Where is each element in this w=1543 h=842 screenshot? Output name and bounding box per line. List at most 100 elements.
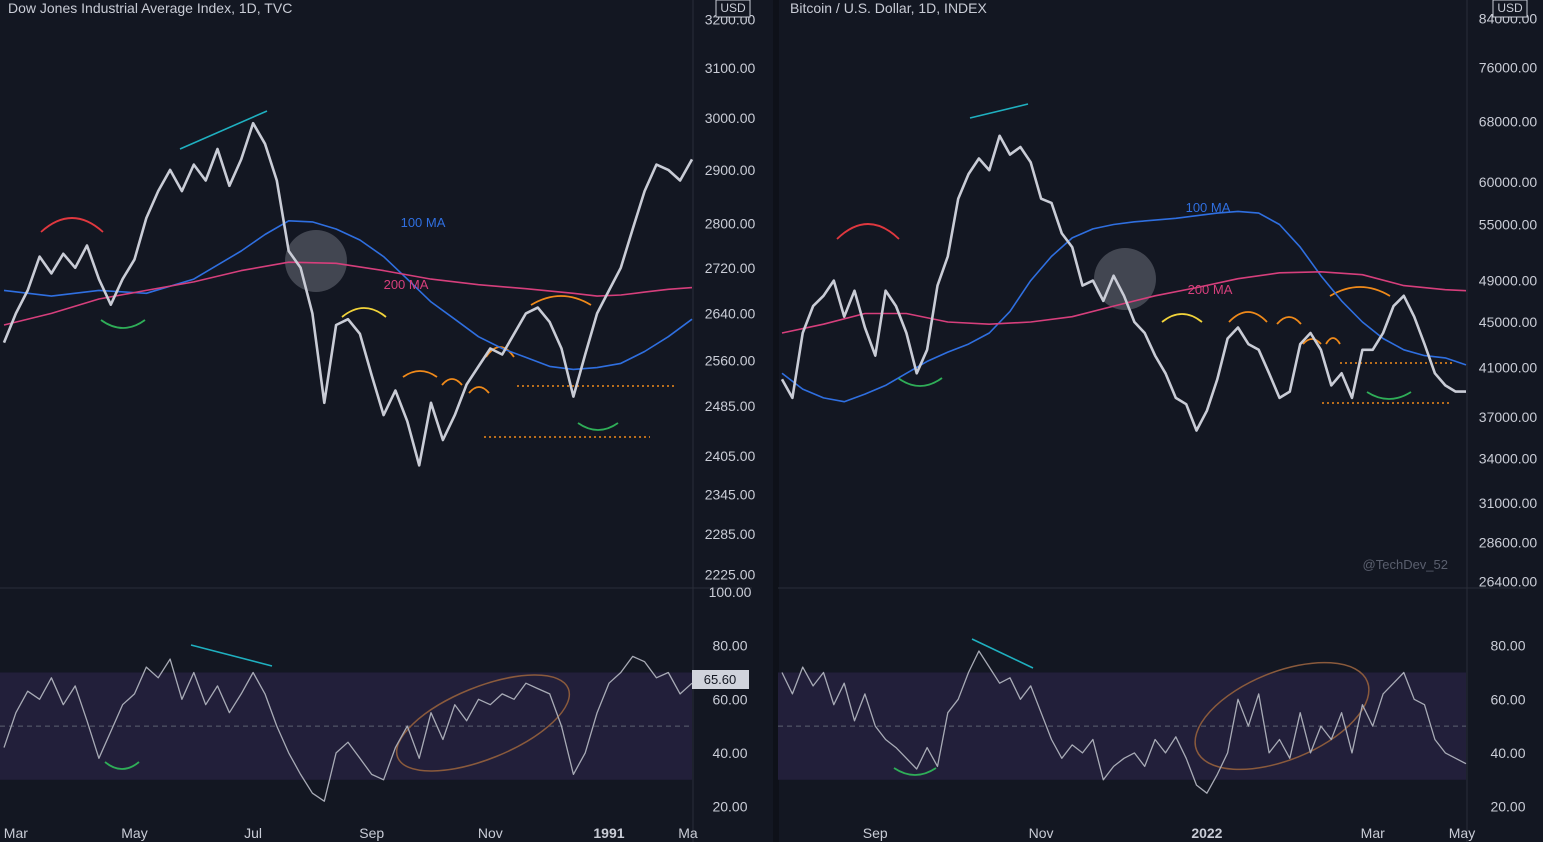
dow-price-tick: 2405.00: [705, 448, 756, 464]
dow-ma100-line: [3, 220, 693, 371]
btc-currency-label: USD: [1497, 1, 1523, 15]
dow-arc-yellow: [341, 307, 387, 318]
dow-time-tick: May: [121, 825, 147, 841]
btc-rsi-axis[interactable]: 80.00 60.00 40.00 20.00: [1490, 638, 1525, 815]
btc-time-tick: Nov: [1029, 825, 1054, 841]
dow-rsi-tick: 60.00: [712, 691, 747, 707]
dow-rsi-arc-green: [104, 761, 140, 770]
dow-price-tick: 2345.00: [705, 486, 756, 502]
dow-price-tick: 2640.00: [705, 305, 756, 321]
btc-chart-title: Bitcoin / U.S. Dollar, 1D, INDEX: [790, 0, 988, 16]
btc-series: [780, 134, 1467, 432]
btc-price-tick: 31000.00: [1479, 495, 1538, 511]
btc-price-tick: 55000.00: [1479, 216, 1538, 232]
btc-arc-green-2: [1366, 391, 1412, 400]
dow-price-line: [2, 121, 694, 467]
dow-chart-panel[interactable]: 3200.003100.003000.002900.002800.002720.…: [0, 0, 756, 842]
btc-time-tick: Mar: [1361, 825, 1385, 841]
dow-time-tick: Jul: [244, 825, 262, 841]
dow-rsi-tick: 80.00: [712, 638, 747, 654]
btc-price-tick: 26400.00: [1479, 573, 1538, 589]
dow-time-tick: Mar: [4, 825, 28, 841]
btc-rsi-tick: 40.00: [1490, 745, 1525, 761]
dow-rsi-ellipse: [395, 674, 571, 772]
btc-ma100-label: 100 MA: [1186, 200, 1231, 215]
dow-price-tick: 3100.00: [705, 60, 756, 76]
btc-rsi-tick: 20.00: [1490, 799, 1525, 815]
btc-price-tick: 41000.00: [1479, 359, 1538, 375]
dow-rsi-tick: 40.00: [712, 745, 747, 761]
dow-rsi-tick: 100.00: [709, 584, 752, 600]
btc-price-tick: 60000.00: [1479, 174, 1538, 190]
dow-rsi: [3, 655, 693, 802]
dow-ma200-line: [3, 261, 693, 326]
dow-price-tick: 2900.00: [705, 162, 756, 178]
dow-arc-green: [100, 319, 146, 329]
dow-arc-orange-1: [402, 370, 438, 378]
dow-divergence-line: [179, 110, 268, 150]
btc-time-axis[interactable]: Sep Nov 2022 Mar May: [863, 825, 1475, 841]
btc-price-tick: 37000.00: [1479, 409, 1538, 425]
btc-price-tick: 28600.00: [1479, 534, 1538, 550]
dow-currency-label: USD: [720, 1, 746, 15]
dow-rsi-current-value: 65.60: [704, 672, 737, 687]
dow-price-tick: 3000.00: [705, 110, 756, 126]
btc-price-tick: 76000.00: [1479, 59, 1538, 75]
dow-rsi-tick: 20.00: [712, 799, 747, 815]
dow-annotations: [40, 110, 675, 772]
btc-price-tick: 49000.00: [1479, 273, 1538, 289]
dow-price-tick: 2720.00: [705, 260, 756, 276]
btc-price-tick: 34000.00: [1479, 450, 1538, 466]
btc-time-tick: Sep: [863, 825, 888, 841]
btc-ma100-line: [781, 210, 1467, 403]
dow-time-tick: 1991: [593, 825, 624, 841]
dow-rsi-axis[interactable]: 100.00 80.00 60.00 40.00 20.00: [709, 584, 752, 815]
dow-rsi-current-badge: [692, 670, 749, 689]
btc-rsi-tick: 60.00: [1490, 691, 1525, 707]
btc-price-line: [780, 134, 1466, 432]
btc-arc-orange-2: [1276, 316, 1302, 325]
btc-chart-panel[interactable]: 84000.0076000.0068000.0060000.0055000.00…: [778, 0, 1537, 842]
btc-arc-green: [897, 377, 943, 387]
btc-arc-orange-4: [1325, 337, 1341, 345]
btc-arc-orange-1: [1228, 311, 1268, 323]
dow-arc-red: [40, 217, 104, 233]
dow-arc-orange-3: [468, 386, 490, 394]
dow-time-axis[interactable]: Mar May Jul Sep Nov 1991 Ma: [4, 825, 698, 841]
dow-price-tick: 2285.00: [705, 526, 756, 542]
dow-rsi-divergence-line: [190, 644, 273, 667]
dow-rsi-line: [3, 655, 693, 802]
dow-arc-orange-5: [530, 295, 592, 306]
btc-highlight-circle: [1094, 248, 1156, 310]
dow-time-tick: Nov: [478, 825, 503, 841]
btc-rsi-divergence-line: [971, 638, 1034, 669]
btc-arc-orange-3: [1302, 338, 1322, 345]
dow-time-tick: Sep: [359, 825, 384, 841]
btc-rsi: [781, 650, 1467, 794]
dow-price-tick: 2485.00: [705, 398, 756, 414]
dow-price-tick: 2560.00: [705, 352, 756, 368]
btc-arc-yellow: [1161, 313, 1203, 323]
dow-chart-title: Dow Jones Industrial Average Index, 1D, …: [8, 0, 292, 16]
dow-arc-green-2: [577, 422, 619, 431]
btc-rsi-tick: 80.00: [1490, 638, 1525, 654]
btc-price-tick: 45000.00: [1479, 314, 1538, 330]
dow-price-tick: 2800.00: [705, 216, 756, 232]
panel-divider[interactable]: [773, 0, 779, 842]
btc-divergence-line: [969, 103, 1029, 119]
btc-time-tick: May: [1449, 825, 1475, 841]
dow-highlight-circle: [285, 230, 347, 292]
btc-arc-red: [836, 223, 900, 240]
dow-time-tick: Ma: [678, 825, 698, 841]
btc-ma200-label: 200 MA: [1188, 282, 1233, 297]
btc-annotations: [836, 103, 1452, 776]
btc-rsi-line: [781, 650, 1467, 794]
dow-ma100-label: 100 MA: [401, 215, 446, 230]
dow-arc-orange-2: [441, 378, 463, 386]
btc-rsi-arc-green: [893, 767, 937, 776]
btc-price-tick: 68000.00: [1479, 113, 1538, 129]
btc-time-tick: 2022: [1191, 825, 1222, 841]
dow-series: [2, 121, 694, 467]
watermark: @TechDev_52: [1363, 557, 1448, 572]
